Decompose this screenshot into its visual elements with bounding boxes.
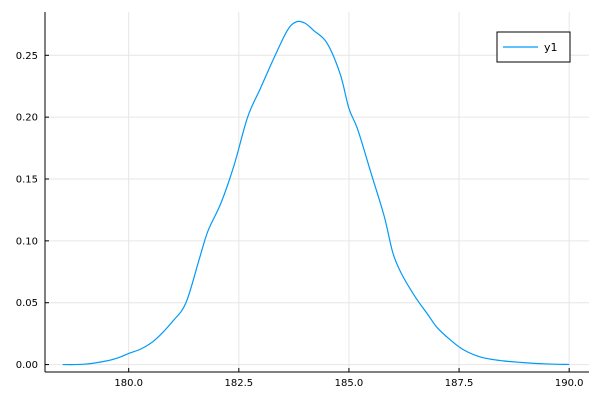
y-tick-label: 0.25 <box>16 51 38 62</box>
x-tick-label: 187.5 <box>445 378 474 389</box>
y-tick-label: 0.00 <box>16 360 38 371</box>
y-tick-label: 0.10 <box>16 236 38 247</box>
y-tick-label: 0.15 <box>16 175 38 186</box>
grid <box>45 12 589 372</box>
axes <box>44 12 589 373</box>
legend: y1 <box>496 31 571 63</box>
y-tick-label: 0.05 <box>16 298 38 309</box>
x-axis-ticks: 180.0 182.5 185.0 187.5 190.0 <box>114 368 583 389</box>
y-tick-label: 0.20 <box>16 113 38 124</box>
x-tick-label: 182.5 <box>224 378 253 389</box>
series-group <box>62 20 570 366</box>
x-tick-label: 180.0 <box>114 378 143 389</box>
legend-label-y1: y1 <box>544 41 558 54</box>
x-tick-label: 185.0 <box>335 378 364 389</box>
y-axis-ticks: 0.00 0.05 0.10 0.15 0.20 0.25 <box>16 51 49 371</box>
series-line-y1 <box>62 20 570 366</box>
x-tick-label: 190.0 <box>555 378 584 389</box>
